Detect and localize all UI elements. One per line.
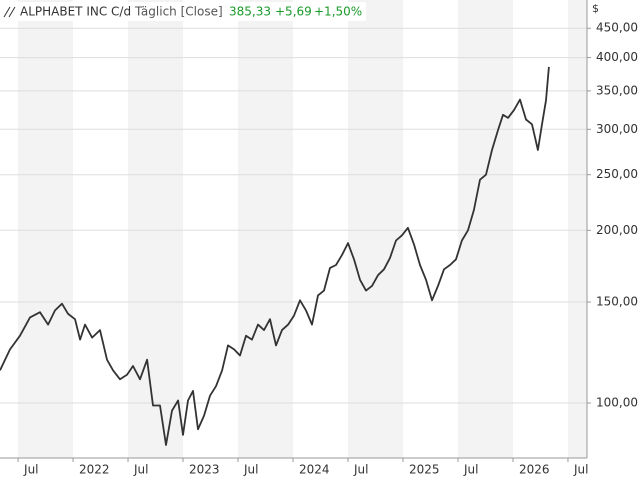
period-band: [567, 0, 587, 458]
y-tick-label: 300,00: [596, 122, 638, 136]
header-box: [0, 2, 366, 21]
change-pct: +1,50%: [314, 5, 362, 19]
x-tick-label: Jul: [243, 463, 258, 477]
currency: $: [592, 2, 599, 15]
x-tick-label: 2026: [519, 463, 550, 477]
y-tick-label: 400,00: [596, 50, 638, 64]
period-band: [128, 0, 184, 458]
period-band: [457, 0, 513, 458]
y-tick-label: 100,00: [596, 396, 638, 410]
y-tick-label: 450,00: [596, 21, 638, 35]
price-line: [0, 66, 550, 446]
instrument-name: ALPHABET INC C/d: [20, 5, 131, 19]
y-tick-label: 350,00: [596, 83, 638, 97]
x-tick-label: Jul: [133, 463, 148, 477]
y-tick-label: 150,00: [596, 294, 638, 308]
y-tick-label: 250,00: [596, 167, 638, 181]
mode: Täglich [Close]: [134, 5, 223, 19]
x-tick-label: 2025: [409, 463, 440, 477]
x-tick-label: 2023: [189, 463, 220, 477]
period-band: [347, 0, 403, 458]
y-tick-label: 200,00: [596, 223, 638, 237]
x-tick-label: Jul: [23, 463, 38, 477]
x-tick-label: Jul: [463, 463, 478, 477]
period-band: [18, 0, 74, 458]
line-icon: [3, 6, 16, 18]
period-band: [238, 0, 294, 458]
x-tick-label: 2022: [79, 463, 110, 477]
price: 385,33: [229, 5, 271, 19]
x-tick-label: Jul: [353, 463, 368, 477]
change: +5,69: [275, 5, 312, 19]
x-tick-label: 2024: [299, 463, 330, 477]
x-tick-label: Jul: [573, 463, 588, 477]
